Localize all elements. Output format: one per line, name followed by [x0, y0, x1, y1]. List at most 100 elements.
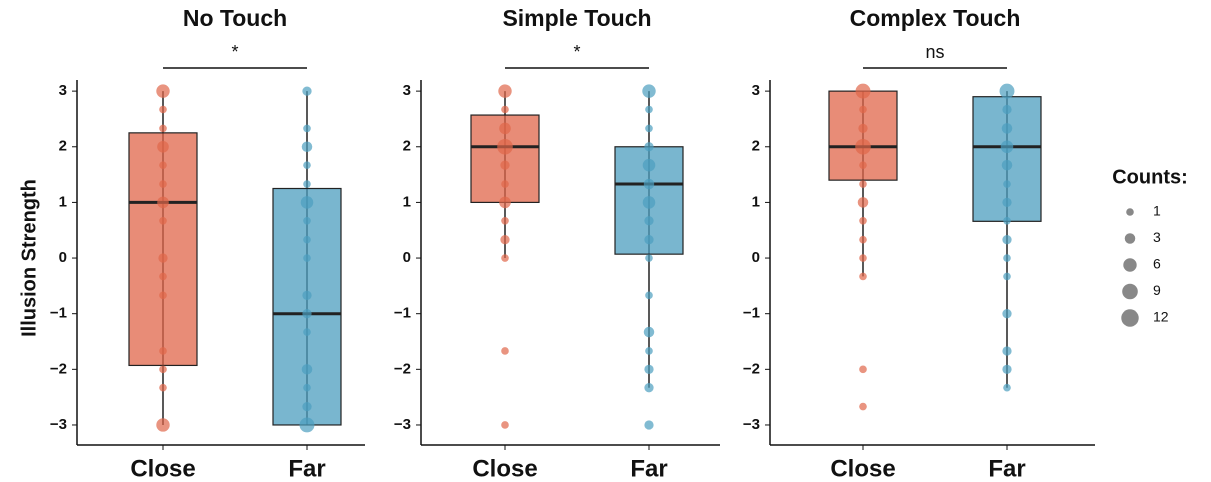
point: [303, 161, 311, 169]
y-tick-label: 0: [59, 249, 67, 266]
point: [303, 383, 311, 392]
legend-size: [1123, 258, 1137, 272]
y-tick-label: −1: [50, 305, 67, 322]
point: [156, 84, 170, 98]
y-tick-label: 1: [403, 193, 411, 210]
point: [499, 196, 511, 209]
point: [158, 253, 168, 263]
point: [859, 216, 867, 225]
point: [156, 418, 170, 432]
point: [642, 196, 656, 209]
point: [643, 178, 655, 190]
legend-label: 12: [1153, 309, 1169, 325]
point: [1002, 104, 1012, 115]
point: [644, 235, 654, 245]
point: [159, 383, 167, 392]
point: [645, 254, 653, 262]
point: [859, 365, 867, 374]
x-tick-label: Close: [130, 455, 195, 482]
legend-label: 9: [1153, 282, 1161, 298]
y-tick-label: −3: [743, 416, 760, 433]
legend-size: [1121, 309, 1139, 327]
point: [858, 123, 868, 134]
point: [1002, 364, 1012, 374]
point: [1003, 272, 1011, 281]
y-tick-label: −2: [50, 360, 67, 377]
y-tick-label: −3: [50, 416, 67, 433]
point: [303, 235, 311, 244]
point: [159, 124, 167, 133]
point: [1003, 383, 1011, 392]
significance-label: *: [231, 42, 238, 62]
point: [303, 254, 311, 262]
point: [859, 235, 867, 244]
point: [299, 417, 315, 433]
y-tick-label: −2: [743, 360, 760, 377]
point: [501, 254, 509, 262]
point: [501, 105, 509, 114]
y-tick-label: 2: [59, 138, 67, 155]
point: [644, 364, 654, 374]
point: [859, 161, 867, 169]
panel-title: No Touch: [183, 5, 287, 31]
y-tick-label: −3: [394, 416, 411, 433]
legend-title: Counts:: [1112, 166, 1188, 188]
point: [159, 347, 167, 355]
point: [1003, 254, 1011, 262]
legend-size: [1122, 283, 1138, 300]
point: [159, 180, 167, 188]
point: [303, 216, 311, 225]
point: [159, 161, 167, 169]
point: [642, 84, 656, 98]
point: [500, 235, 510, 245]
point: [643, 326, 655, 338]
panel-title: Simple Touch: [502, 5, 651, 31]
point: [1002, 235, 1012, 245]
point: [159, 365, 167, 374]
point: [159, 105, 167, 114]
point: [303, 328, 311, 336]
point: [1001, 159, 1013, 171]
point: [855, 138, 871, 155]
point: [303, 124, 311, 133]
point: [645, 105, 653, 114]
y-tick-label: −1: [743, 305, 760, 322]
y-tick-label: 0: [403, 249, 411, 266]
y-tick-label: 3: [752, 82, 760, 99]
point: [501, 180, 509, 188]
significance-label: ns: [925, 42, 944, 62]
point: [859, 254, 867, 262]
point: [302, 401, 312, 412]
point: [302, 309, 312, 319]
y-tick-label: −1: [394, 305, 411, 322]
point: [1003, 180, 1011, 188]
point: [855, 83, 871, 99]
y-tick-label: 1: [59, 193, 67, 210]
y-tick-label: 2: [403, 138, 411, 155]
legend-size: [1126, 208, 1134, 216]
point: [500, 160, 510, 170]
point: [859, 272, 867, 281]
point: [497, 138, 513, 155]
point: [501, 347, 509, 355]
x-tick-label: Far: [988, 455, 1025, 482]
point: [501, 421, 509, 429]
point: [859, 105, 867, 114]
point: [300, 196, 314, 209]
point: [501, 216, 509, 225]
x-tick-label: Close: [830, 455, 895, 482]
point: [301, 364, 313, 375]
y-tick-label: −2: [394, 360, 411, 377]
point: [645, 124, 653, 133]
box: [128, 132, 198, 367]
panel-title: Complex Touch: [850, 5, 1021, 31]
point: [859, 180, 867, 188]
point: [642, 158, 656, 172]
legend-label: 1: [1153, 203, 1161, 219]
point: [1002, 309, 1012, 319]
point: [302, 86, 312, 96]
x-tick-label: Close: [472, 455, 537, 482]
point: [999, 83, 1015, 99]
significance-label: *: [573, 42, 580, 62]
